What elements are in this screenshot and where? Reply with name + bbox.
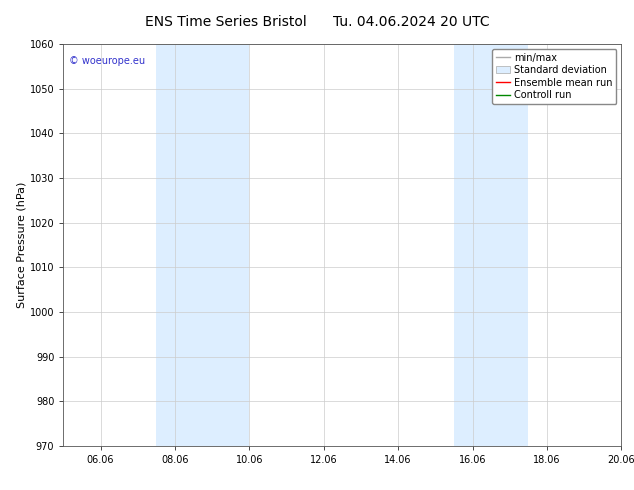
Y-axis label: Surface Pressure (hPa): Surface Pressure (hPa)	[17, 182, 27, 308]
Text: ENS Time Series Bristol      Tu. 04.06.2024 20 UTC: ENS Time Series Bristol Tu. 04.06.2024 2…	[145, 15, 489, 29]
Text: © woeurope.eu: © woeurope.eu	[69, 56, 145, 66]
Legend: min/max, Standard deviation, Ensemble mean run, Controll run: min/max, Standard deviation, Ensemble me…	[492, 49, 616, 104]
Bar	[454, 44, 528, 446]
Bar	[157, 44, 249, 446]
